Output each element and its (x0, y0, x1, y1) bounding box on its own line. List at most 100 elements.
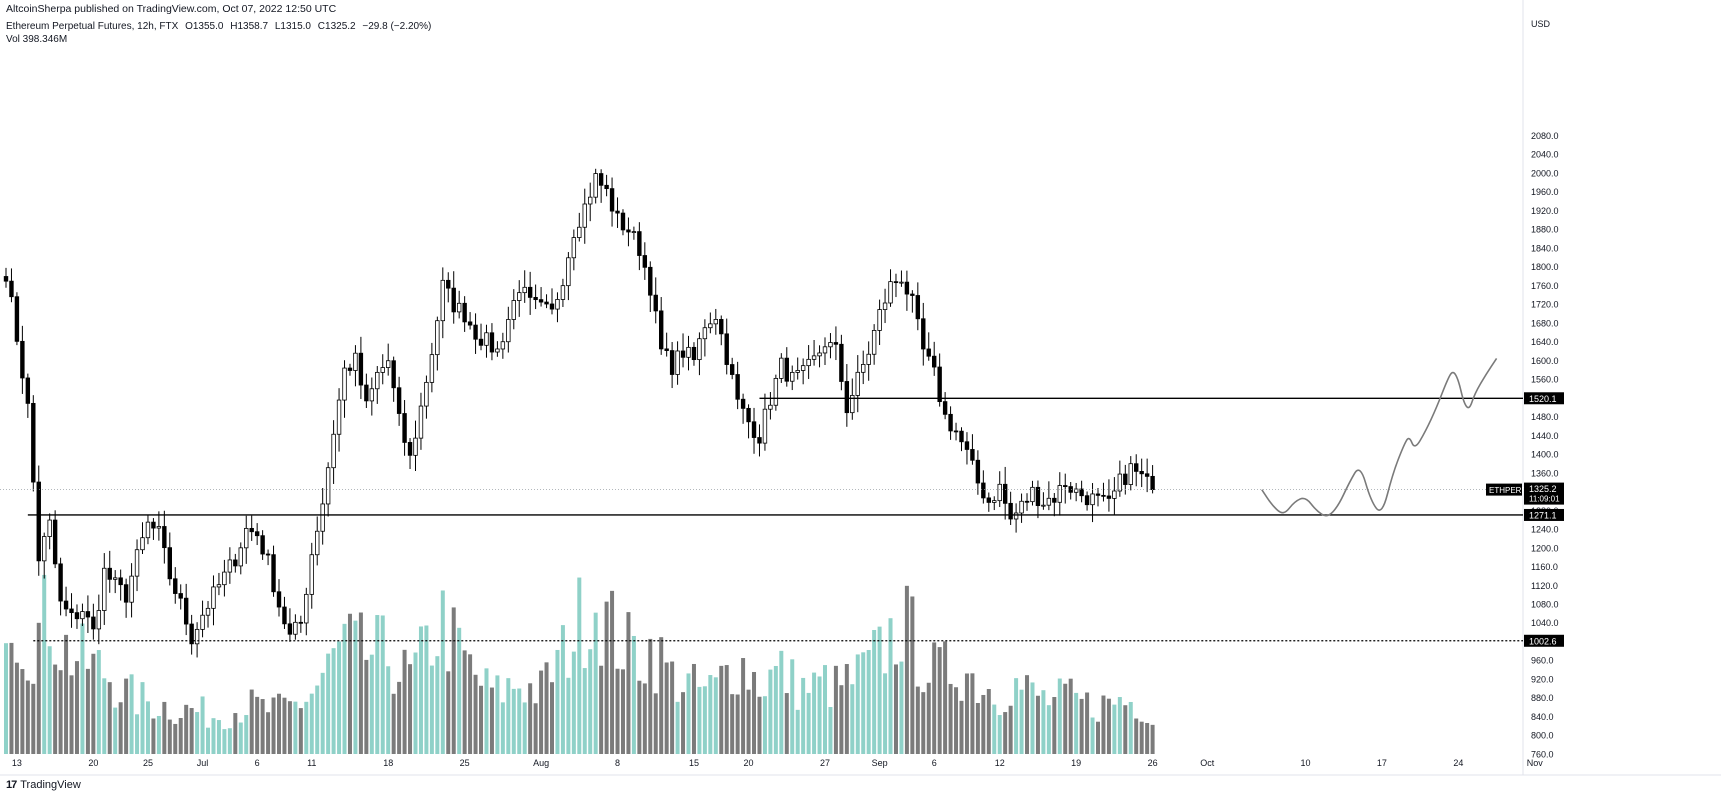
candle-body (446, 279, 451, 289)
candle-body (757, 437, 762, 444)
candle-body (429, 354, 435, 383)
candle-body (1150, 475, 1155, 491)
volume-bar (260, 699, 265, 754)
volume-bar (1096, 721, 1100, 754)
candle-body (380, 367, 385, 373)
candle-body (566, 257, 571, 287)
candle-body (304, 593, 309, 624)
x-tick-label: 8 (615, 758, 620, 768)
candle-body (533, 296, 538, 301)
candle-body (451, 287, 456, 313)
candle-body (58, 563, 63, 602)
candle-body (1035, 486, 1041, 507)
candle-body (975, 459, 981, 484)
publisher-text: AltcoinSherpa published on TradingView.c… (6, 3, 337, 15)
candle-body (336, 399, 342, 435)
volume-bar (921, 692, 926, 754)
candle-body (495, 348, 500, 353)
volume-bar (964, 673, 969, 754)
candle-body (418, 405, 424, 439)
y-tick-label: 1800.0 (1531, 262, 1559, 272)
candle-body (25, 377, 31, 404)
y-tick-label: 1960.0 (1531, 187, 1559, 197)
volume-bar (1134, 718, 1139, 754)
candle-body (227, 559, 233, 573)
volume-bar (708, 675, 713, 754)
y-tick-label: 1080.0 (1531, 600, 1559, 610)
volume-bar (915, 686, 920, 754)
volume-bar (948, 683, 953, 754)
volume-bar (495, 675, 500, 754)
volume-bar (424, 625, 429, 754)
candle-body (20, 340, 25, 379)
candle-body (850, 395, 855, 414)
candle-body (549, 303, 555, 310)
volume-bar (140, 682, 145, 754)
symbol-info-line: Ethereum Perpetual Futures, 12h, FTX O13… (6, 21, 435, 32)
x-tick-label: 20 (744, 758, 754, 768)
volume-bar (20, 669, 25, 754)
volume-bar (850, 684, 855, 754)
candle-body (140, 537, 145, 551)
x-tick-label: Sep (872, 758, 888, 768)
candle-body (784, 357, 789, 382)
candle-body (806, 358, 811, 367)
candle-body (369, 388, 375, 402)
volume-bar (178, 718, 183, 754)
volume-bar (741, 658, 746, 754)
volume-bar (347, 613, 352, 754)
volume-bar (429, 665, 434, 754)
candle-body (680, 350, 686, 358)
x-tick-label: Aug (533, 758, 549, 768)
candle-body (893, 281, 899, 284)
candle-body (200, 614, 205, 630)
volume-bar (233, 713, 238, 754)
axis-currency-label: USD (1531, 19, 1551, 29)
volume-bar (1112, 704, 1117, 754)
candle-body (691, 346, 697, 361)
volume-readout: Vol 398.346M (6, 34, 68, 45)
y-tick-label: 1480.0 (1531, 412, 1559, 422)
volume-bar (735, 694, 740, 754)
ohlc-change: −29.8 (−2.20%) (362, 21, 432, 32)
volume-bar (904, 585, 909, 754)
candle-body (364, 384, 369, 402)
y-tick-label: 840.0 (1531, 712, 1554, 722)
volume-bar (25, 680, 30, 754)
candle-body (271, 554, 276, 593)
volume-bar (107, 682, 112, 754)
x-tick-label: 6 (932, 758, 937, 768)
symbol-name[interactable]: Ethereum Perpetual Futures, 12h, FTX (6, 21, 179, 32)
y-tick-label: 1600.0 (1531, 356, 1559, 366)
candle-body (342, 367, 347, 401)
candle-body (1144, 473, 1150, 477)
volume-bar (730, 694, 735, 754)
volume-bar (528, 683, 533, 754)
candle-body (817, 352, 822, 357)
volume-bar (189, 708, 194, 754)
volume-bar (200, 696, 205, 754)
volume-bar (664, 662, 669, 754)
volume-bar (1068, 678, 1073, 754)
candle-body (123, 584, 129, 603)
candle-body (932, 355, 937, 368)
volume-bar (681, 692, 686, 754)
volume-bar (620, 669, 625, 754)
x-tick-label: 20 (88, 758, 98, 768)
candle-body (582, 203, 587, 228)
y-tick-label: 1840.0 (1531, 243, 1559, 253)
volume-bar (932, 642, 937, 754)
volume-bar (702, 686, 707, 754)
volume-bar (14, 662, 19, 754)
candle-body (981, 482, 986, 499)
candle-body (506, 319, 511, 343)
volume-bar (593, 612, 598, 754)
candle-body (740, 398, 746, 409)
volume-bar (397, 681, 402, 754)
candle-body (1139, 471, 1144, 475)
candle-body (1106, 495, 1112, 499)
y-tick-label: 800.0 (1531, 731, 1554, 741)
candle-body (953, 430, 959, 433)
y-tick-label: 880.0 (1531, 693, 1554, 703)
